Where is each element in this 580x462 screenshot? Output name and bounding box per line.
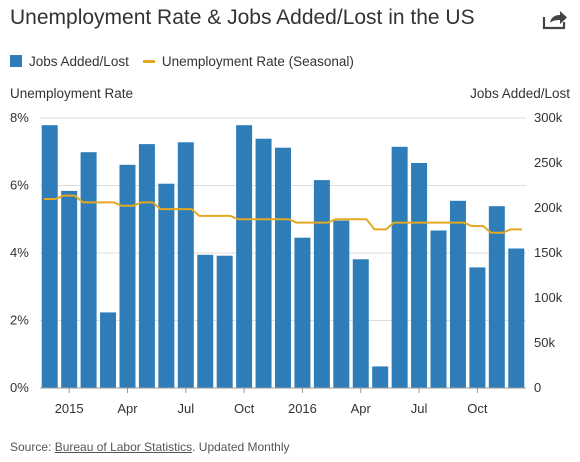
legend-label-jobs: Jobs Added/Lost: [29, 53, 129, 69]
x-tick-label: Jul: [177, 401, 194, 416]
x-tick-label: Oct: [234, 401, 255, 416]
y-axis-right-label: Jobs Added/Lost: [470, 86, 570, 101]
share-icon[interactable]: [542, 8, 568, 30]
source-note: Source: Bureau of Labor Statistics. Upda…: [10, 440, 290, 454]
y-tick-right: 250k: [534, 155, 563, 170]
legend-swatch-jobs: [10, 55, 22, 67]
bar: [100, 312, 117, 388]
chart-plot: 0% 2% 4% 6% 8% 0 50k 100k 150k 200k 250k 300k 2015 Ap…: [10, 110, 563, 416]
x-tick-label: Apr: [117, 401, 138, 416]
bar: [138, 144, 155, 388]
x-tick-label: 2015: [55, 401, 84, 416]
y-tick-left: 2%: [10, 313, 29, 328]
y-tick-left: 4%: [10, 245, 29, 260]
bar: [119, 164, 136, 388]
bar: [488, 206, 505, 388]
source-suffix: . Updated Monthly: [192, 440, 290, 454]
bar: [41, 125, 58, 388]
bar: [430, 230, 447, 388]
legend-item-jobs[interactable]: Jobs Added/Lost: [10, 54, 129, 69]
legend-item-rate[interactable]: Unemployment Rate (Seasonal): [142, 53, 354, 69]
y-axis-left-label: Unemployment Rate: [10, 86, 134, 101]
bar: [216, 255, 233, 388]
y-tick-right: 50k: [534, 335, 555, 350]
bar: [469, 267, 486, 388]
bar: [508, 248, 525, 388]
bar: [449, 200, 466, 388]
y-tick-left: 0%: [10, 380, 29, 395]
bar: [80, 152, 97, 388]
bar: [411, 163, 428, 388]
legend: Jobs Added/Lost Unemployment Rate (Seaso…: [10, 52, 368, 70]
y-tick-right: 100k: [534, 290, 563, 305]
y-tick-left: 8%: [10, 110, 29, 125]
legend-swatch-rate: [142, 59, 155, 63]
y-tick-right: 300k: [534, 110, 563, 125]
source-link[interactable]: Bureau of Labor Statistics: [54, 440, 193, 454]
y-tick-left: 6%: [10, 178, 29, 193]
bar: [352, 259, 369, 388]
bar: [313, 180, 330, 388]
x-tick-label: Jul: [411, 401, 428, 416]
series-line-unemployment: [43, 194, 523, 234]
y-tick-right: 200k: [534, 200, 563, 215]
x-tick-label: 2016: [288, 401, 317, 416]
x-tick-label: Oct: [467, 401, 488, 416]
bar: [61, 190, 78, 388]
source-prefix: Source:: [10, 440, 55, 454]
y-tick-right: 0: [534, 380, 541, 395]
bar: [177, 142, 194, 388]
bar: [158, 183, 175, 388]
bar: [294, 237, 311, 388]
bar: [372, 366, 389, 388]
legend-label-rate: Unemployment Rate (Seasonal): [161, 53, 354, 69]
chart-title: Unemployment Rate & Jobs Added/Lost in t…: [10, 6, 475, 29]
bar: [197, 254, 214, 388]
bar: [333, 220, 350, 388]
bar: [275, 147, 291, 388]
y-tick-right: 150k: [534, 245, 563, 260]
x-tick-label: Apr: [351, 401, 372, 416]
bar: [236, 125, 253, 388]
bar: [255, 138, 272, 388]
bar: [391, 146, 408, 388]
